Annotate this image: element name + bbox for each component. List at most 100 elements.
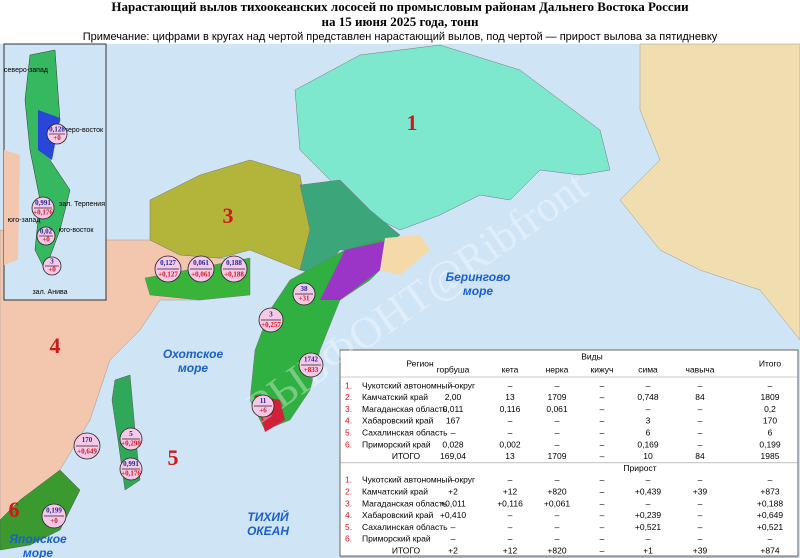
cell-value: – bbox=[698, 416, 703, 426]
cell-value: 0,116 bbox=[500, 404, 521, 414]
row-region: Хабаровский край bbox=[362, 510, 434, 520]
total-value: – bbox=[600, 451, 605, 461]
header-band bbox=[0, 0, 800, 44]
sea-label: ТИХИЙ bbox=[247, 508, 289, 524]
cell-value: – bbox=[768, 475, 773, 485]
row-region: Приморский край bbox=[362, 439, 431, 449]
cell-value: – bbox=[555, 439, 560, 449]
cell-value: – bbox=[698, 498, 703, 508]
sea-label: море bbox=[463, 284, 494, 298]
catch-value: 170 bbox=[82, 436, 93, 444]
section-title: Прирост bbox=[623, 463, 656, 473]
increment-value: +0 bbox=[48, 266, 56, 274]
cell-value: – bbox=[451, 522, 456, 532]
cell-value: – bbox=[555, 510, 560, 520]
cell-value: – bbox=[698, 380, 703, 390]
increment-value: +0,298 bbox=[121, 439, 141, 447]
region-number: 6 bbox=[9, 497, 20, 522]
cell-value: +0,410 bbox=[440, 510, 467, 520]
increment-value: +0 bbox=[53, 134, 61, 142]
alaska bbox=[619, 43, 800, 341]
cell-value: +0,521 bbox=[635, 522, 662, 532]
cell-value: – bbox=[508, 510, 513, 520]
total-value: – bbox=[600, 545, 605, 555]
th-column: кета bbox=[502, 364, 519, 374]
cell-value: 3 bbox=[646, 416, 651, 426]
region-number: 4 bbox=[50, 333, 61, 358]
cell-value: – bbox=[555, 522, 560, 532]
cell-value: – bbox=[451, 475, 456, 485]
region-number: 1 bbox=[407, 110, 418, 135]
row-number: 5. bbox=[345, 522, 352, 532]
total-value: 1985 bbox=[761, 451, 780, 461]
cell-value: – bbox=[768, 534, 773, 544]
cell-value: – bbox=[646, 380, 651, 390]
row-region: Камчатский край bbox=[362, 392, 428, 402]
cell-value: – bbox=[508, 427, 513, 437]
cell-value: +2 bbox=[448, 486, 458, 496]
row-number: 3. bbox=[345, 404, 352, 414]
cell-value: 84 bbox=[695, 392, 705, 402]
cell-value: – bbox=[600, 498, 605, 508]
row-number: 3. bbox=[345, 498, 352, 508]
catch-value: 0,991 bbox=[35, 199, 51, 207]
cell-value: – bbox=[698, 404, 703, 414]
cell-value: 13 bbox=[505, 392, 515, 402]
cell-value: 170 bbox=[763, 416, 777, 426]
catch-value: 1742 bbox=[304, 355, 319, 363]
catch-value: 3 bbox=[269, 310, 273, 318]
increment-value: +833 bbox=[304, 366, 319, 374]
cell-value: +0,061 bbox=[544, 498, 571, 508]
th-column: нерка bbox=[546, 364, 569, 374]
sea-label: Японское bbox=[8, 532, 67, 546]
cell-value: – bbox=[555, 534, 560, 544]
sea-label: Охотское bbox=[163, 347, 224, 361]
cell-value: – bbox=[451, 534, 456, 544]
cell-value: +39 bbox=[693, 486, 708, 496]
subtitle: на 15 июня 2025 года, тонн bbox=[322, 14, 479, 29]
th-column: горбуша bbox=[437, 364, 470, 374]
increment-value: +0,188 bbox=[224, 270, 244, 278]
sea-label: Берингово bbox=[446, 270, 511, 284]
cell-value: – bbox=[600, 439, 605, 449]
cell-value: – bbox=[698, 475, 703, 485]
cell-value: +0,188 bbox=[757, 498, 784, 508]
cell-value: – bbox=[600, 475, 605, 485]
cell-value: 0,748 bbox=[637, 392, 659, 402]
increment-value: +0 bbox=[50, 517, 58, 525]
row-region: Камчатский край bbox=[362, 486, 428, 496]
total-value: +12 bbox=[503, 545, 518, 555]
cell-value: – bbox=[600, 392, 605, 402]
cell-value: +0,011 bbox=[440, 498, 466, 508]
row-number: 6. bbox=[345, 439, 352, 449]
sea-label: море bbox=[178, 361, 209, 375]
catch-value: 5 bbox=[129, 430, 133, 438]
row-number: 6. bbox=[345, 534, 352, 544]
catch-value: 0,127 bbox=[160, 259, 176, 267]
row-number: 1. bbox=[345, 475, 352, 485]
row-region: Чукотский автономный округ bbox=[362, 475, 475, 485]
row-number: 2. bbox=[345, 486, 352, 496]
cell-value: – bbox=[698, 439, 703, 449]
catch-value: 0,199 bbox=[46, 506, 62, 514]
cell-value: – bbox=[646, 475, 651, 485]
catch-value: 0,02 bbox=[40, 228, 53, 236]
total-value: 10 bbox=[643, 451, 653, 461]
cell-value: – bbox=[508, 522, 513, 532]
th-column: кижуч bbox=[591, 364, 614, 374]
row-region: Чукотский автономный округ bbox=[362, 380, 475, 390]
row-region: Приморский край bbox=[362, 534, 431, 544]
increment-value: +0,127 bbox=[158, 270, 178, 278]
total-value: +2 bbox=[448, 545, 458, 555]
row-number: 4. bbox=[345, 416, 352, 426]
cell-value: 0,002 bbox=[499, 439, 521, 449]
th-column: чавыча bbox=[686, 364, 715, 374]
total-value: +39 bbox=[693, 545, 708, 555]
cell-value: +873 bbox=[760, 486, 779, 496]
cell-value: – bbox=[508, 534, 513, 544]
cell-value: – bbox=[508, 416, 513, 426]
total-value: 169,04 bbox=[440, 451, 466, 461]
inset-label: северо-запад bbox=[4, 67, 48, 74]
total-value: 13 bbox=[505, 451, 515, 461]
cell-value: 6 bbox=[768, 427, 773, 437]
